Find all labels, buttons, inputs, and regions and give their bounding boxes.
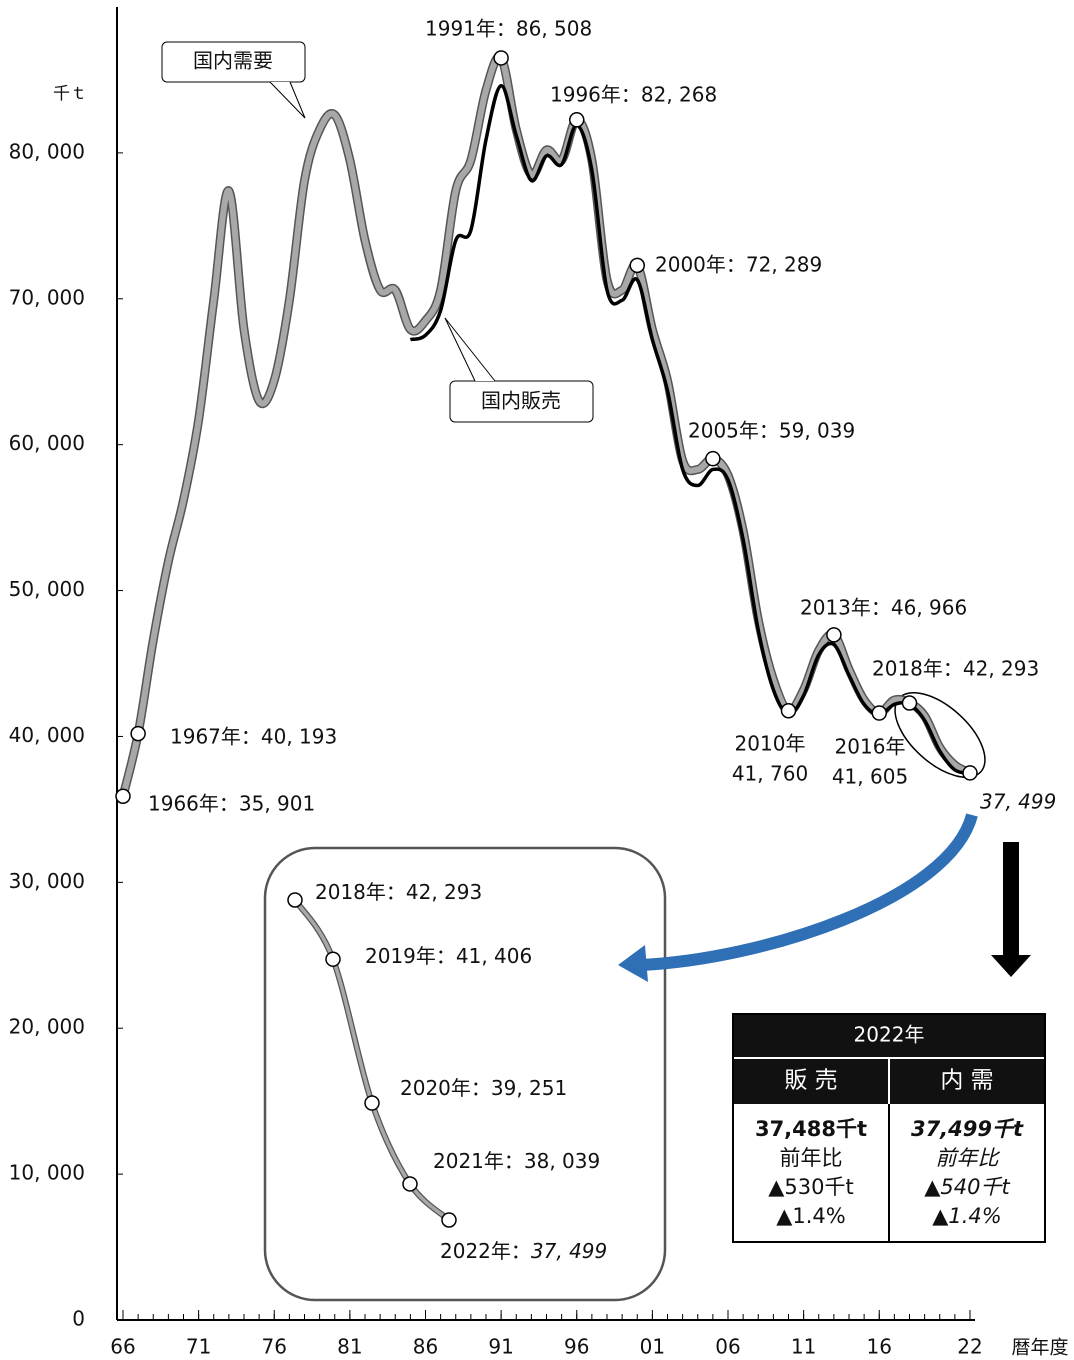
y-tick-label: 30, 000 (9, 869, 85, 893)
annotation: 1991年：86, 508 (425, 17, 592, 41)
legend-label: 国内需要 (193, 49, 273, 73)
table-header-cell: 内 需 (940, 1068, 993, 1094)
x-tick-label: 16 (867, 1335, 892, 1359)
point-marker (629, 257, 645, 274)
table-title: 2022年 (854, 1023, 925, 1047)
x-tick-label: 06 (715, 1335, 740, 1359)
inset-label-value: 37, 499 (531, 1239, 607, 1263)
annotation: 1967年：40, 193 (170, 725, 337, 749)
x-tick-label: 66 (110, 1335, 135, 1359)
point-marker (493, 50, 509, 66)
table-border (732, 1013, 1046, 1243)
inset-label-text: 2018年：42, 293 (315, 880, 482, 904)
down-arrow (1003, 842, 1019, 957)
table-cell: ▲1.4% (932, 1204, 1002, 1228)
legend-pointer (269, 81, 306, 119)
inset-label: 2018年：42, 293 (315, 880, 482, 904)
inset-marker (441, 1212, 457, 1228)
point-marker (115, 788, 131, 804)
table-cell: 前年比 (936, 1146, 1001, 1170)
annotation: 2010年 (735, 732, 806, 756)
point-marker (826, 627, 842, 643)
point-marker (780, 703, 797, 719)
table-header-cell: 販 売 (784, 1068, 837, 1094)
down-arrow-head (991, 955, 1031, 977)
annotation: 1996年：82, 268 (550, 83, 717, 107)
x-tick-label: 01 (640, 1335, 665, 1359)
inset-label-text: 2022年： (440, 1239, 531, 1263)
inset-marker (364, 1095, 380, 1111)
inset-label-text: 2021年：38, 039 (433, 1149, 600, 1173)
inset-marker (287, 892, 303, 908)
table-cell: 37,499千t (911, 1117, 1024, 1141)
point-marker (705, 450, 721, 467)
y-tick-label: 40, 000 (9, 723, 85, 747)
annotation: 2018年：42, 293 (872, 657, 1039, 681)
inset-marker (325, 951, 341, 967)
annotation: 2005年：59, 039 (688, 419, 855, 443)
x-tick-label: 96 (564, 1335, 589, 1359)
summary-table: 2022年 販 売 内 需 (732, 1013, 1046, 1243)
x-tick-label: 86 (413, 1335, 438, 1359)
x-tick-label: 81 (337, 1335, 362, 1359)
x-tick-label: 76 (262, 1335, 287, 1359)
y-tick-label: 60, 000 (9, 431, 85, 455)
legend-box (161, 41, 306, 83)
inset-label: 2019年：41, 406 (365, 944, 532, 968)
inset-frame (263, 846, 667, 1302)
point-marker (962, 765, 978, 781)
table-cell: 37,488千t (755, 1117, 867, 1141)
x-tick-label: 11 (791, 1335, 816, 1359)
x-tick-label: 71 (186, 1335, 211, 1359)
y-unit: 千ｔ (53, 84, 87, 104)
inset-label-text: 2020年：39, 251 (400, 1076, 567, 1100)
inset-line (331, 958, 374, 1104)
inset-label: 2022年：37, 499 (440, 1239, 607, 1263)
y-tick-label: 50, 000 (9, 577, 85, 601)
zoom-arrow (639, 813, 978, 971)
y-tick-label: 20, 000 (9, 1015, 85, 1039)
x-tick-label: 22 (957, 1335, 982, 1359)
legend-box (449, 380, 594, 423)
point-marker (871, 705, 887, 721)
annotation: 41, 605 (832, 765, 908, 789)
y-tick-label: 80, 000 (9, 139, 85, 163)
annotation: 2016年 (835, 735, 906, 759)
x-tick-label: 91 (488, 1335, 513, 1359)
annotation: 37, 499 (980, 790, 1056, 814)
annotation: 41, 760 (732, 762, 808, 786)
x-unit: 暦年度 (1011, 1337, 1068, 1359)
legend-label: 国内販売 (481, 389, 561, 413)
table-cell: ▲530千t (768, 1175, 853, 1199)
table-cell: ▲1.4% (776, 1204, 846, 1228)
y-tick-label: 70, 000 (9, 285, 85, 309)
zoom-arrow-head (618, 945, 648, 982)
inset-marker (402, 1176, 418, 1192)
point-marker (901, 695, 918, 711)
legend-pointer (444, 317, 496, 382)
point-marker (130, 725, 146, 742)
point-marker (569, 112, 585, 128)
y-tick-label: 0 (72, 1307, 85, 1331)
table-cell: ▲540千t (924, 1175, 1010, 1199)
inset-label: 2021年：38, 039 (433, 1149, 600, 1173)
inset-label-text: 2019年：41, 406 (365, 944, 532, 968)
y-tick-label: 10, 000 (9, 1161, 85, 1185)
inset-label: 2020年：39, 251 (400, 1076, 567, 1100)
annotation: 2000年：72, 289 (655, 253, 822, 277)
annotation: 2013年：46, 966 (800, 596, 967, 620)
annotation: 1966年：35, 901 (148, 792, 315, 816)
table-cell: 前年比 (780, 1146, 843, 1170)
series-line (120, 53, 972, 797)
